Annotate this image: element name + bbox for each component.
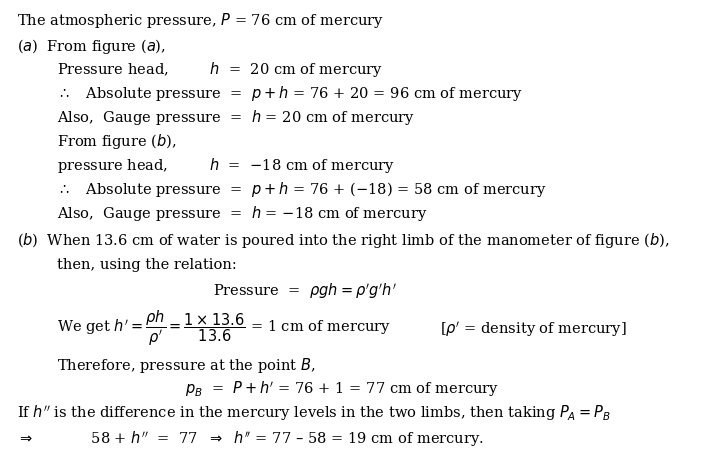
Text: From figure ($b$),: From figure ($b$), xyxy=(58,132,177,151)
Text: $\Rightarrow$            58 + $h''$  =  77  $\Rightarrow$  $h''$ = 77 – 58 = 19 : $\Rightarrow$ 58 + $h''$ = 77 $\Rightarr… xyxy=(17,429,483,449)
Text: then, using the relation:: then, using the relation: xyxy=(58,258,237,272)
Text: ($a$)  From figure ($a$),: ($a$) From figure ($a$), xyxy=(17,37,166,55)
Text: Also,  Gauge pressure  =  $h$ = 20 cm of mercury: Also, Gauge pressure = $h$ = 20 cm of me… xyxy=(58,108,415,127)
Text: Also,  Gauge pressure  =  $h$ = −18 cm of mercury: Also, Gauge pressure = $h$ = −18 cm of m… xyxy=(58,204,428,223)
Text: ($b$)  When 13.6 cm of water is poured into the right limb of the manometer of f: ($b$) When 13.6 cm of water is poured in… xyxy=(17,231,669,250)
Text: Therefore, pressure at the point $B$,: Therefore, pressure at the point $B$, xyxy=(58,356,315,375)
Text: $p_B$  =  $P + h'$ = 76 + 1 = 77 cm of mercury: $p_B$ = $P + h'$ = 76 + 1 = 77 cm of mer… xyxy=(185,379,499,399)
Text: The atmospheric pressure, $P$ = 76 cm of mercury: The atmospheric pressure, $P$ = 76 cm of… xyxy=(17,11,384,30)
Text: Pressure  =  $\rho gh = \rho'g'h'$: Pressure = $\rho gh = \rho'g'h'$ xyxy=(213,282,397,301)
Text: pressure head,         $h$  =  −18 cm of mercury: pressure head, $h$ = −18 cm of mercury xyxy=(58,156,395,175)
Text: Pressure head,         $h$  =  20 cm of mercury: Pressure head, $h$ = 20 cm of mercury xyxy=(58,61,384,79)
Text: We get $h' = \dfrac{\rho h}{\rho'} = \dfrac{1 \times 13.6}{13.6}$ = 1 cm of merc: We get $h' = \dfrac{\rho h}{\rho'} = \df… xyxy=(58,309,392,348)
Text: $\therefore$   Absolute pressure  =  $p + h$ = 76 + 20 = 96 cm of mercury: $\therefore$ Absolute pressure = $p + h$… xyxy=(58,84,523,103)
Text: If $h''$ is the difference in the mercury levels in the two limbs, then taking $: If $h''$ is the difference in the mercur… xyxy=(17,403,610,423)
Text: [$\rho'$ = density of mercury]: [$\rho'$ = density of mercury] xyxy=(440,319,627,339)
Text: $\therefore$   Absolute pressure  =  $p + h$ = 76 + (−18) = 58 cm of mercury: $\therefore$ Absolute pressure = $p + h$… xyxy=(58,180,547,199)
